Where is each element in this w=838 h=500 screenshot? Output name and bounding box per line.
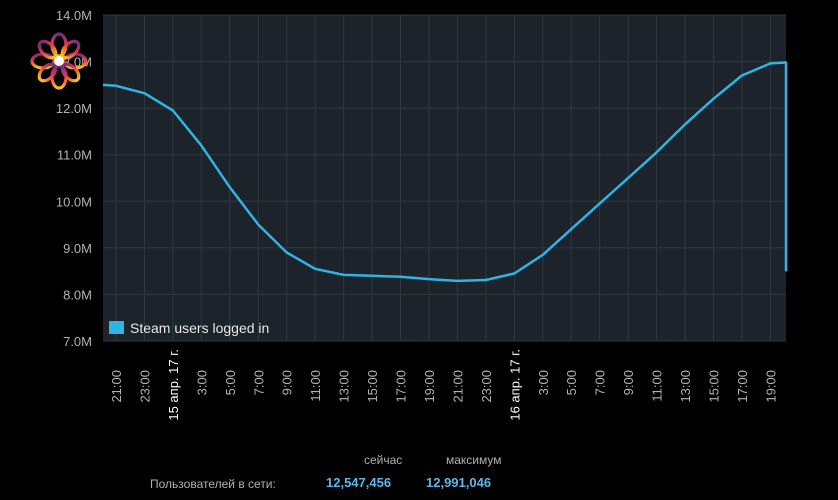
x-tick-label: 15 апр. 17 г. — [166, 349, 181, 421]
y-tick-label: 11.0M — [57, 148, 92, 163]
grid-lines — [103, 14, 786, 342]
x-tick-label: 13:00 — [337, 370, 352, 403]
x-tick-label: 11:00 — [308, 370, 323, 402]
x-tick-label: 15:00 — [706, 370, 721, 403]
x-tick-label: 5:00 — [564, 370, 579, 395]
x-tick-label: 13:00 — [678, 370, 693, 403]
x-tick-label: 3:00 — [194, 370, 209, 395]
x-tick-label: 21:00 — [109, 370, 124, 403]
flower-logo-icon — [28, 30, 90, 92]
legend[interactable]: Steam users logged in — [109, 320, 269, 336]
x-tick-label: 16 апр. 17 г. — [507, 349, 522, 421]
y-tick-label: 14.0M — [56, 8, 92, 23]
x-axis: 21:00 23:00 15 апр. 17 г. 3:00 5:00 7:00 9:00 1… — [109, 349, 778, 421]
x-tick-label: 23:00 — [479, 370, 494, 403]
legend-label: Steam users logged in — [130, 320, 269, 336]
x-tick-label: 21:00 — [450, 370, 465, 403]
plot-area — [103, 15, 786, 341]
x-tick-label: 9:00 — [280, 370, 295, 395]
x-tick-label: 11:00 — [650, 370, 665, 402]
x-tick-label: 9:00 — [621, 370, 636, 395]
y-tick-label: 9.0M — [63, 241, 92, 256]
y-tick-label: 12.0M — [56, 101, 92, 116]
y-tick-label: 8.0M — [63, 287, 92, 302]
x-tick-label: 3:00 — [536, 370, 551, 395]
y-tick-label: 7.0M — [63, 334, 92, 349]
y-tick-label: 10.0M — [56, 194, 92, 209]
x-tick-label: 17:00 — [394, 370, 409, 403]
x-tick-label: 5:00 — [223, 370, 238, 395]
x-tick-label: 23:00 — [137, 370, 152, 403]
series-line-steam-users — [102, 61, 788, 283]
x-tick-label: 7:00 — [593, 370, 608, 395]
x-tick-label: 15:00 — [365, 370, 380, 403]
x-tick-label: 19:00 — [763, 370, 778, 403]
legend-swatch — [109, 321, 124, 334]
x-tick-label: 17:00 — [735, 370, 750, 403]
x-tick-label: 7:00 — [251, 370, 266, 395]
x-tick-label: 19:00 — [422, 370, 437, 403]
